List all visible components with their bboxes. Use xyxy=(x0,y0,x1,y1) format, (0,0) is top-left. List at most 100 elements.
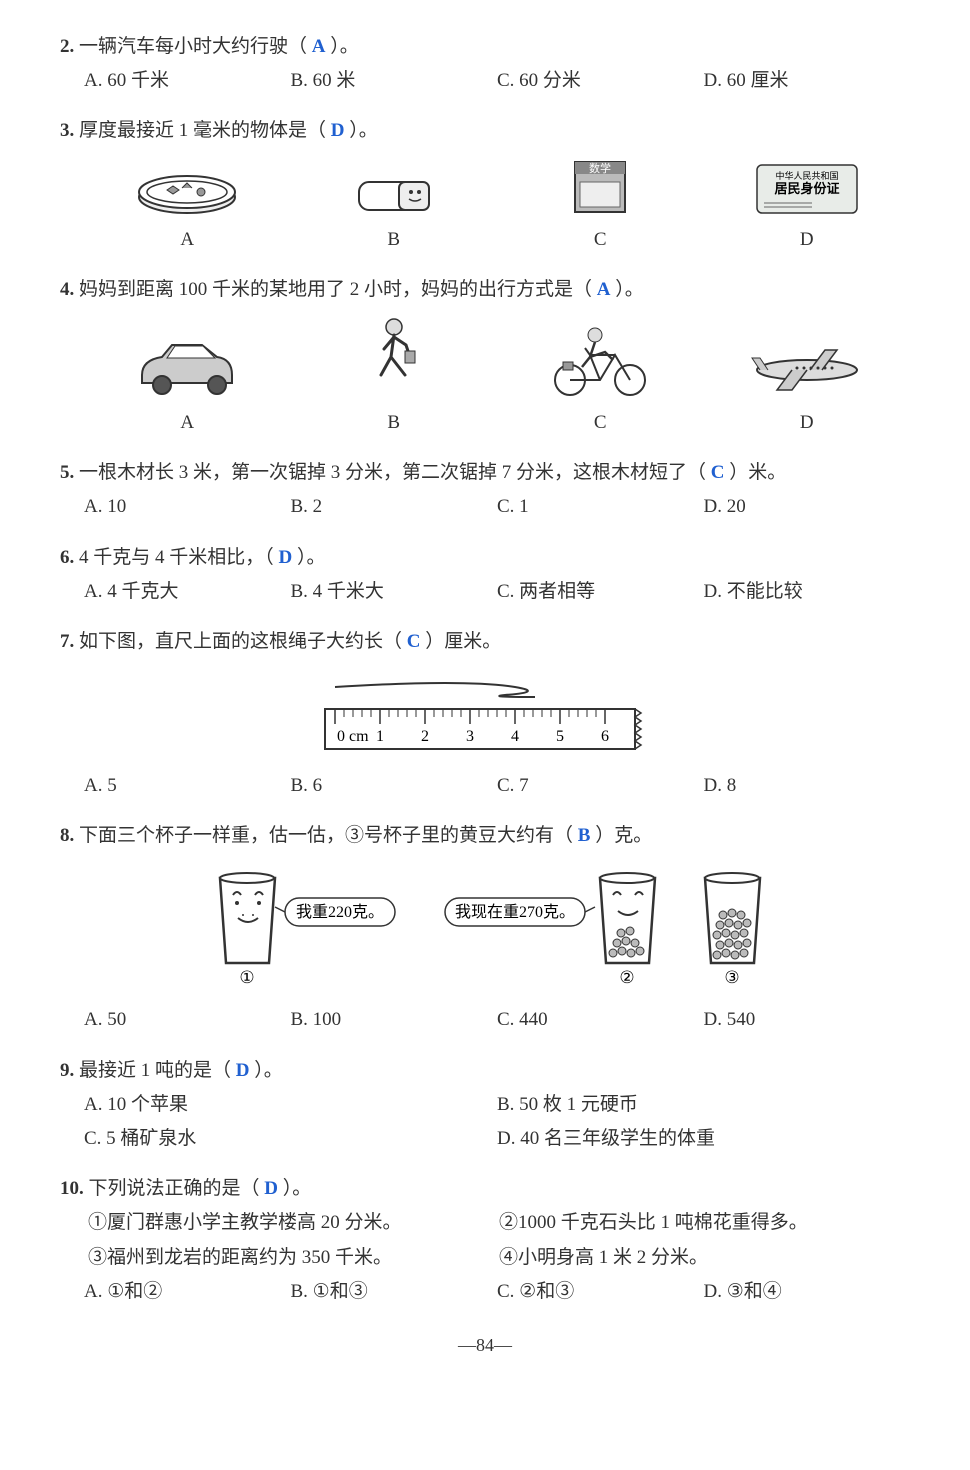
q7-opt-d: D. 8 xyxy=(704,769,911,803)
q4-img-b: B xyxy=(291,315,498,440)
q5-opt-b: B. 2 xyxy=(291,490,498,524)
q5-answer: C xyxy=(711,462,725,483)
question-8: 8. 下面三个杯子一样重，估一估，③号杯子里的黄豆大约有（ B ）克。 ① 我重… xyxy=(60,819,910,1037)
q7-text: 如下图，直尺上面的这根绳子大约长（ xyxy=(79,631,402,652)
q5-num: 5. xyxy=(60,462,74,483)
q2-num: 2. xyxy=(60,36,74,57)
q3-label-c: C xyxy=(497,223,704,257)
q7-opt-a: A. 5 xyxy=(84,769,291,803)
q9-text: 最接近 1 吨的是（ xyxy=(79,1060,231,1081)
q4-label-b: B xyxy=(291,406,498,440)
q8-options: A. 50 B. 100 C. 440 D. 540 xyxy=(84,1003,910,1037)
svg-text:①: ① xyxy=(239,968,254,987)
q4-img-c: C xyxy=(497,320,704,440)
q3-images: A B 数学 C 中华人民共和国 居民身份证 xyxy=(84,157,910,257)
question-2: 2. 一辆汽车每小时大约行驶（ A ）。 A. 60 千米 B. 60 米 C.… xyxy=(60,30,910,98)
q9-options-1: A. 10 个苹果 B. 50 枚 1 元硬币 xyxy=(84,1088,910,1122)
q3-label-d: D xyxy=(704,223,911,257)
q4-answer: A xyxy=(597,279,611,300)
question-9: 9. 最接近 1 吨的是（ D ）。 A. 10 个苹果 B. 50 枚 1 元… xyxy=(60,1054,910,1157)
q2-answer: A xyxy=(312,36,326,57)
q4-label-c: C xyxy=(497,406,704,440)
svg-text:5: 5 xyxy=(556,728,564,745)
q7-tail: ）厘米。 xyxy=(425,631,501,652)
q9-opt-d: D. 40 名三年级学生的体重 xyxy=(497,1122,910,1156)
q4-text: 妈妈到距离 100 千米的某地用了 2 小时，妈妈的出行方式是（ xyxy=(79,279,592,300)
q4-label-d: D xyxy=(704,406,911,440)
q8-text: 下面三个杯子一样重，估一估，③号杯子里的黄豆大约有（ xyxy=(79,825,573,846)
q5-text: 一根木材长 3 米，第一次锯掉 3 分米，第二次锯掉 7 分米，这根木材短了（ xyxy=(79,462,706,483)
q5-opt-c: C. 1 xyxy=(497,490,704,524)
q5-options: A. 10 B. 2 C. 1 D. 20 xyxy=(84,490,910,524)
q9-tail: ）。 xyxy=(254,1060,283,1081)
question-10: 10. 下列说法正确的是（ D ）。 ①厦门群惠小学主教学楼高 20 分米。 ②… xyxy=(60,1172,910,1309)
q10-st-4: ④小明身高 1 米 2 分米。 xyxy=(499,1241,910,1275)
walking-person-icon xyxy=(359,315,429,400)
q3-img-c: 数学 C xyxy=(497,157,704,257)
q7-answer: C xyxy=(407,631,421,652)
q8-opt-d: D. 540 xyxy=(704,1003,911,1037)
q4-img-a: A xyxy=(84,330,291,440)
q10-statements: ①厦门群惠小学主教学楼高 20 分米。 ②1000 千克石头比 1 吨棉花重得多… xyxy=(88,1206,910,1274)
svg-text:③: ③ xyxy=(724,968,739,987)
q7-opt-c: C. 7 xyxy=(497,769,704,803)
q2-opt-c: C. 60 分米 xyxy=(497,64,704,98)
q10-options: A. ①和② B. ①和③ C. ②和③ D. ③和④ xyxy=(84,1275,910,1309)
airplane-icon xyxy=(742,340,872,400)
q8-num: 8. xyxy=(60,825,74,846)
q10-opt-a: A. ①和② xyxy=(84,1275,291,1309)
q5-opt-d: D. 20 xyxy=(704,490,911,524)
question-7: 7. 如下图，直尺上面的这根绳子大约长（ C ）厘米。 0 cm 1 xyxy=(60,625,910,803)
q7-figure: 0 cm 1 2 3 4 5 6 xyxy=(60,669,910,759)
q9-opt-b: B. 50 枚 1 元硬币 xyxy=(497,1088,910,1122)
question-4: 4. 妈妈到距离 100 千米的某地用了 2 小时，妈妈的出行方式是（ A ）。… xyxy=(60,273,910,440)
q3-num: 3. xyxy=(60,120,74,141)
car-icon xyxy=(127,330,247,400)
q7-num: 7. xyxy=(60,631,74,652)
q6-num: 6. xyxy=(60,547,74,568)
q3-text: 厚度最接近 1 毫米的物体是（ xyxy=(79,120,326,141)
idcard-icon: 中华人民共和国 居民身份证 xyxy=(752,157,862,217)
q4-tail: ）。 xyxy=(615,279,644,300)
svg-text:3: 3 xyxy=(466,728,474,745)
q4-img-d: D xyxy=(704,340,911,440)
q6-opt-c: C. 两者相等 xyxy=(497,575,704,609)
q3-img-a: A xyxy=(84,162,291,257)
q2-opt-d: D. 60 厘米 xyxy=(704,64,911,98)
q6-answer: D xyxy=(279,547,293,568)
eraser-icon xyxy=(349,167,439,217)
svg-text:我现在重270克。: 我现在重270克。 xyxy=(455,903,575,921)
svg-text:我重220克。: 我重220克。 xyxy=(296,903,384,921)
textbook-icon: 数学 xyxy=(565,157,635,217)
q3-answer: D xyxy=(331,120,345,141)
q6-options: A. 4 千克大 B. 4 千米大 C. 两者相等 D. 不能比较 xyxy=(84,575,910,609)
q2-opt-b: B. 60 米 xyxy=(291,64,498,98)
q5-opt-a: A. 10 xyxy=(84,490,291,524)
q8-opt-b: B. 100 xyxy=(291,1003,498,1037)
q9-opt-a: A. 10 个苹果 xyxy=(84,1088,497,1122)
q8-opt-a: A. 50 xyxy=(84,1003,291,1037)
q10-st-3: ③福州到龙岩的距离约为 350 千米。 xyxy=(88,1241,499,1275)
q9-num: 9. xyxy=(60,1060,74,1081)
q4-images: A B C xyxy=(84,315,910,440)
q6-opt-a: A. 4 千克大 xyxy=(84,575,291,609)
svg-text:居民身份证: 居民身份证 xyxy=(774,181,839,196)
q6-opt-d: D. 不能比较 xyxy=(704,575,911,609)
q10-answer: D xyxy=(264,1178,278,1199)
q10-opt-b: B. ①和③ xyxy=(291,1275,498,1309)
question-6: 6. 4 千克与 4 千米相比，（ D ）。 A. 4 千克大 B. 4 千米大… xyxy=(60,541,910,609)
svg-text:1: 1 xyxy=(376,728,384,745)
page-number: —84— xyxy=(60,1329,910,1361)
svg-text:0 cm: 0 cm xyxy=(337,728,369,745)
q8-figure: ① 我重220克。 我现在重270克。 ② xyxy=(60,863,910,993)
q4-label-a: A xyxy=(84,406,291,440)
q8-tail: ）克。 xyxy=(595,825,652,846)
svg-text:4: 4 xyxy=(511,728,519,745)
q2-tail: ）。 xyxy=(330,36,359,57)
q9-options-2: C. 5 桶矿泉水 D. 40 名三年级学生的体重 xyxy=(84,1122,910,1156)
q2-opt-a: A. 60 千米 xyxy=(84,64,291,98)
svg-text:②: ② xyxy=(619,968,634,987)
q10-opt-c: C. ②和③ xyxy=(497,1275,704,1309)
q10-st-1: ①厦门群惠小学主教学楼高 20 分米。 xyxy=(88,1206,499,1240)
bicycle-icon xyxy=(545,320,655,400)
